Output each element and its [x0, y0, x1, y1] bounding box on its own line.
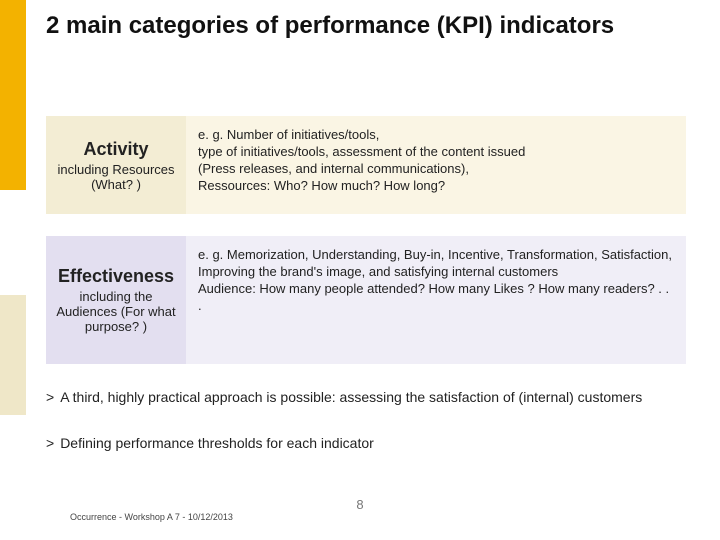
footer-text: Occurrence - Workshop A 7 - 10/12/2013 — [70, 512, 233, 522]
page-number: 8 — [356, 497, 363, 512]
page-title: 2 main categories of performance (KPI) i… — [46, 12, 676, 40]
category-label-effectiveness: Effectiveness including the Audiences (F… — [46, 236, 186, 364]
category-row-activity: Activity including Resources (What? ) e.… — [46, 116, 686, 214]
bullet-marker-icon: > — [46, 434, 54, 453]
bullet-item: > A third, highly practical approach is … — [46, 388, 686, 407]
category-body-effectiveness: e. g. Memorization, Understanding, Buy-i… — [186, 236, 686, 364]
accent-bar-beige — [0, 295, 26, 415]
bullet-text: Defining performance thresholds for each… — [60, 434, 374, 453]
category-head-activity: Activity — [52, 139, 180, 160]
slide: 2 main categories of performance (KPI) i… — [0, 0, 720, 540]
category-body-activity: e. g. Number of initiatives/tools, type … — [186, 116, 686, 214]
category-label-activity: Activity including Resources (What? ) — [46, 116, 186, 214]
bullet-marker-icon: > — [46, 388, 54, 407]
bullet-text: A third, highly practical approach is po… — [60, 388, 642, 407]
category-sub-activity: including Resources (What? ) — [52, 162, 180, 192]
accent-bar-yellow — [0, 0, 26, 190]
category-head-effectiveness: Effectiveness — [52, 266, 180, 287]
bullet-item: > Defining performance thresholds for ea… — [46, 434, 686, 453]
category-row-effectiveness: Effectiveness including the Audiences (F… — [46, 236, 686, 364]
category-sub-effectiveness: including the Audiences (For what purpos… — [52, 289, 180, 334]
